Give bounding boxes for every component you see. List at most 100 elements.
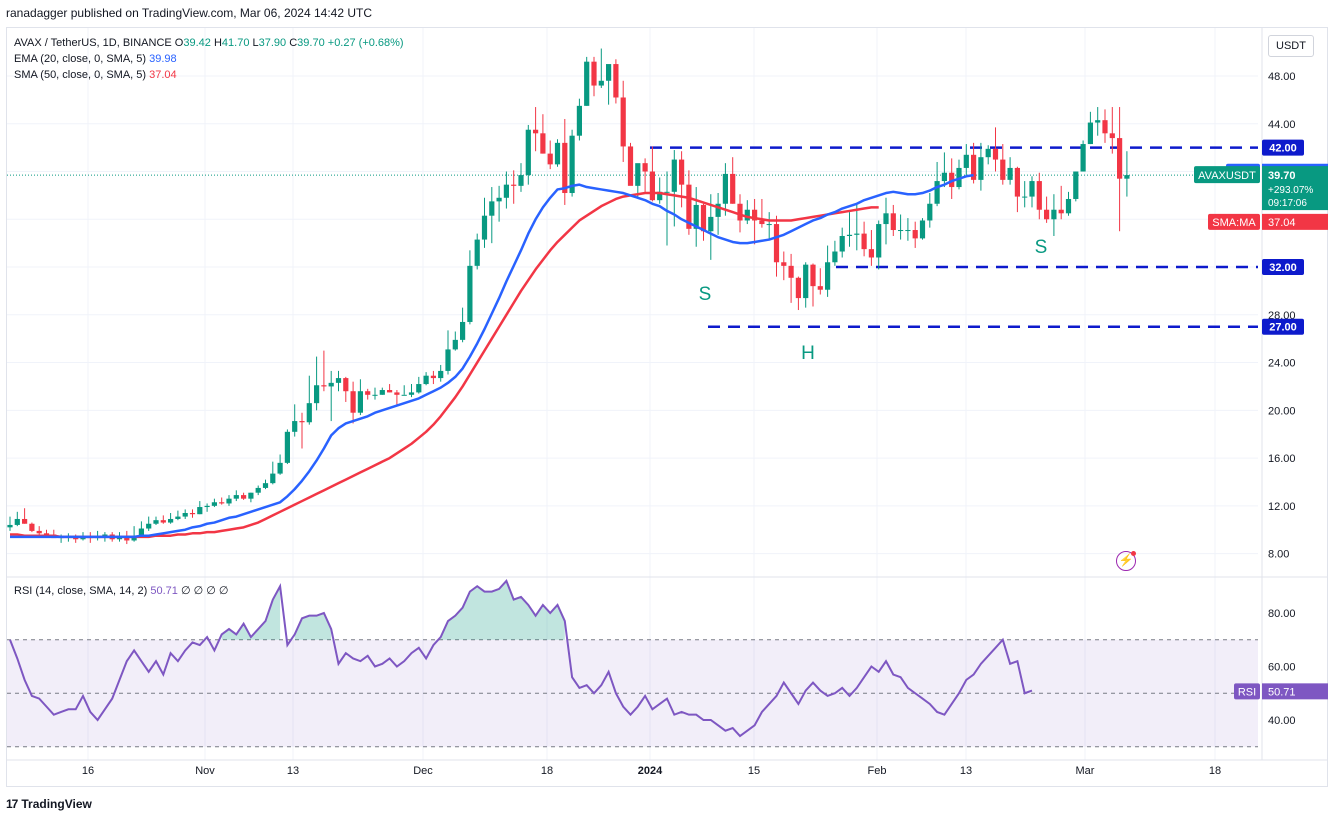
footer-brand[interactable]: 17 TradingView [6, 797, 92, 811]
candle-body [511, 184, 517, 186]
candle-body [547, 153, 553, 165]
close-label: C [289, 37, 298, 49]
ema-line [10, 173, 974, 539]
candle-body [489, 201, 495, 216]
candle-body [759, 220, 765, 225]
pattern-label-right-shoulder: S [1035, 237, 1048, 258]
price-tick-label: 44.00 [1268, 119, 1296, 131]
candle-body [1073, 171, 1079, 199]
sma-legend-value: 37.04 [149, 69, 177, 81]
candle-body [438, 370, 444, 379]
chart-frame[interactable] [6, 27, 1328, 787]
candle-body [1007, 167, 1013, 180]
sma-label-badge [1208, 213, 1260, 230]
candle-body [1000, 159, 1006, 180]
symbol-legend-row: AVAX / TetherUS, 1D, BINANCE O39.42 H41.… [14, 35, 404, 51]
candle-body [423, 375, 429, 385]
candle-body [1036, 181, 1042, 210]
candle-body [14, 518, 20, 525]
candle-body [810, 264, 816, 287]
rsi-legend: RSI (14, close, SMA, 14, 2) 50.71 ∅ ∅ ∅ … [14, 583, 228, 599]
candle-body [781, 262, 787, 266]
candle-body [584, 61, 590, 106]
candle-body [219, 502, 225, 504]
rsi-value-badge-text: 50.71 [1268, 686, 1296, 698]
price-tick-label: 24.00 [1268, 358, 1296, 370]
candle-body [365, 391, 371, 395]
candle-body [314, 385, 320, 404]
candle-body [752, 209, 758, 221]
candle-body [562, 142, 568, 194]
rsi-overbought-fill [440, 580, 565, 640]
candle-body [343, 378, 349, 392]
candle-body [693, 204, 699, 229]
candle-body [387, 390, 393, 393]
candle-body [306, 403, 312, 423]
candle-body [241, 495, 247, 499]
candle-body [350, 391, 356, 413]
price-tick-label: 48.00 [1268, 71, 1296, 83]
candle-body [533, 129, 539, 134]
low-value: 37.90 [258, 37, 287, 49]
time-tick-label: Feb [868, 765, 887, 777]
candle-body [978, 157, 984, 180]
candle-body [138, 528, 144, 536]
high-value: 41.70 [221, 37, 250, 49]
low-label: L [252, 37, 259, 49]
candle-body [620, 97, 626, 147]
candle-body [460, 321, 466, 340]
candle-body [591, 61, 597, 86]
candle-body [722, 173, 728, 204]
candle-body [189, 513, 196, 515]
candle-body [153, 520, 159, 524]
time-tick-label: 16 [82, 765, 94, 777]
candle-body [43, 533, 50, 535]
rsi-legend-label: RSI (14, close, SMA, 14, 2) [14, 585, 148, 597]
candle-body [715, 203, 721, 217]
candle-body [197, 507, 203, 515]
candle-body [992, 148, 999, 160]
candle-body [452, 339, 458, 350]
candle-body [160, 520, 166, 523]
notification-dot [1131, 551, 1136, 556]
candle-body [861, 233, 867, 250]
time-tick-label: 13 [287, 765, 299, 777]
candle-body [576, 105, 582, 136]
rsi-line [9, 579, 1033, 738]
ema-legend-row: EMA (20, close, 0, SMA, 5) 39.98 [14, 51, 404, 67]
candle-body [934, 181, 940, 204]
candle-body [635, 163, 641, 186]
candle-body [284, 431, 290, 463]
candle-body [1058, 209, 1064, 214]
candle-body [985, 148, 991, 158]
level-badge-label: 32.00 [1269, 262, 1297, 274]
candle-body [1014, 167, 1020, 197]
candle-body [518, 175, 524, 186]
sma-legend-label: SMA (50, close, 0, SMA, 5) [14, 69, 147, 81]
candle-body [503, 184, 509, 198]
candle-body [679, 159, 685, 185]
price-tick-label: 16.00 [1268, 453, 1296, 465]
candle-body [445, 349, 451, 371]
bolt-icon[interactable]: ⚡ [1116, 551, 1136, 571]
candle-body [226, 498, 232, 504]
high-label: H [213, 37, 222, 49]
candle-body [496, 197, 502, 202]
price-tick-label: 8.00 [1268, 549, 1289, 561]
candle-body [766, 224, 772, 226]
candle-body [182, 513, 188, 517]
candle-body [788, 265, 794, 278]
candle-body [671, 159, 677, 192]
candle-body [803, 264, 809, 299]
candle-body [474, 239, 480, 266]
level-badge-42.00 [1262, 139, 1304, 156]
currency-button[interactable]: USDT [1268, 35, 1314, 57]
candle-body [1044, 209, 1050, 220]
candle-body [1087, 122, 1093, 145]
candle-body [270, 473, 276, 484]
candle-body [854, 233, 860, 235]
time-tick-label: Mar [1076, 765, 1095, 777]
candle-body [204, 505, 210, 508]
candle-body [708, 216, 714, 232]
